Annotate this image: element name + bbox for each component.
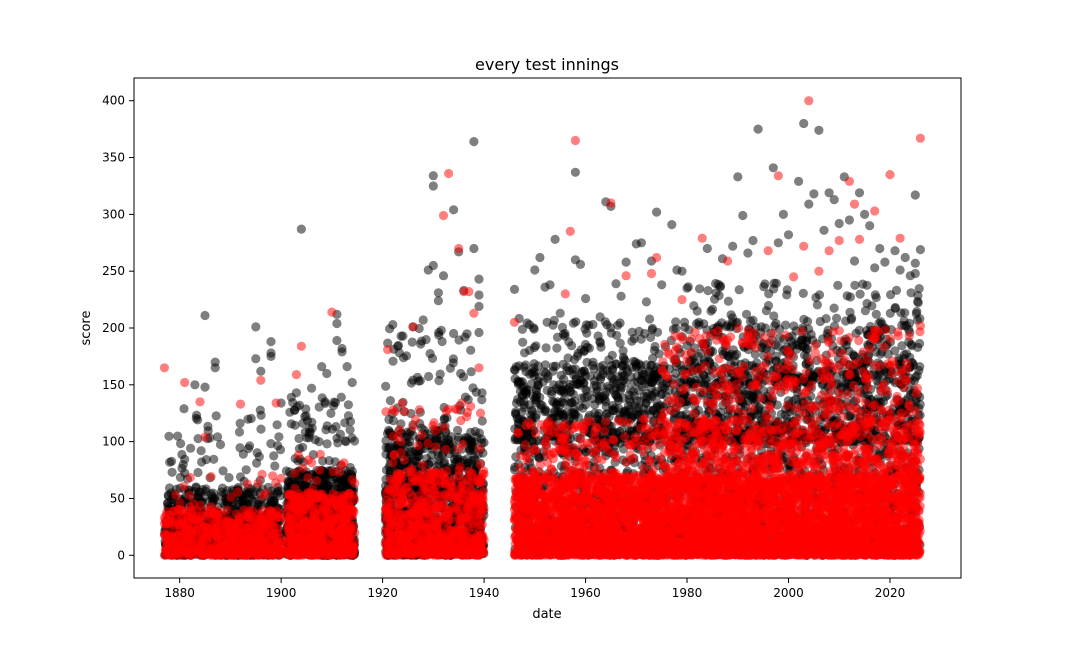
black-point bbox=[197, 457, 207, 467]
black-point bbox=[471, 387, 481, 397]
black-point bbox=[173, 431, 183, 441]
black-point bbox=[427, 353, 438, 363]
black-point bbox=[235, 418, 245, 428]
black-point bbox=[345, 425, 355, 435]
black-point bbox=[350, 436, 360, 446]
black-point bbox=[341, 437, 351, 447]
black-point bbox=[218, 466, 228, 476]
black-point bbox=[424, 371, 434, 382]
black-point bbox=[433, 451, 443, 461]
black-point bbox=[167, 456, 177, 466]
black-point bbox=[426, 457, 436, 467]
black-point bbox=[385, 396, 395, 406]
black-point bbox=[196, 446, 206, 456]
black-point bbox=[322, 439, 332, 449]
black-point bbox=[177, 449, 187, 460]
black-point bbox=[439, 414, 449, 424]
black-point bbox=[275, 491, 286, 501]
black-point bbox=[213, 432, 223, 442]
black-point bbox=[462, 454, 472, 464]
black-point bbox=[343, 411, 354, 421]
black-point bbox=[446, 432, 456, 442]
black-point bbox=[466, 367, 476, 377]
black-point bbox=[273, 441, 283, 451]
black-point bbox=[215, 439, 226, 450]
black-point bbox=[330, 398, 340, 408]
black-point bbox=[211, 411, 221, 421]
black-point bbox=[320, 397, 330, 407]
black-point bbox=[245, 441, 255, 451]
black-point bbox=[179, 404, 189, 414]
black-point bbox=[193, 467, 203, 478]
black-point bbox=[300, 411, 310, 422]
black-point bbox=[333, 438, 343, 448]
black-point bbox=[186, 443, 196, 453]
data-points bbox=[159, 96, 926, 560]
black-point bbox=[246, 413, 256, 424]
black-point bbox=[466, 345, 476, 355]
black-point bbox=[388, 356, 398, 366]
black-point bbox=[270, 461, 280, 471]
black-point bbox=[540, 405, 550, 415]
black-point bbox=[192, 491, 202, 502]
black-point bbox=[234, 427, 245, 437]
black-point bbox=[381, 465, 392, 475]
black-point bbox=[256, 410, 266, 420]
black-point bbox=[208, 494, 218, 504]
black-point bbox=[300, 427, 310, 437]
black-point bbox=[448, 358, 458, 368]
black-point bbox=[256, 424, 266, 434]
black-point bbox=[416, 339, 426, 349]
black-point bbox=[238, 449, 248, 459]
black-point bbox=[193, 415, 203, 425]
black-point bbox=[245, 492, 255, 502]
black-point bbox=[167, 467, 177, 477]
black-point bbox=[203, 421, 213, 431]
black-point bbox=[326, 408, 336, 418]
black-point bbox=[235, 472, 246, 482]
black-point bbox=[272, 420, 282, 430]
black-point bbox=[191, 482, 201, 492]
black-point bbox=[477, 416, 487, 426]
black-point bbox=[269, 495, 279, 505]
black-point bbox=[458, 372, 469, 382]
black-point bbox=[381, 381, 391, 391]
black-point bbox=[327, 424, 337, 434]
black-point bbox=[274, 432, 284, 442]
black-point bbox=[269, 451, 279, 461]
black-point bbox=[193, 434, 203, 444]
black-point bbox=[176, 439, 186, 449]
black-point bbox=[415, 376, 425, 386]
black-point bbox=[343, 400, 353, 410]
black-point bbox=[289, 405, 300, 415]
black-point bbox=[477, 395, 487, 405]
black-point bbox=[407, 337, 417, 347]
black-point bbox=[436, 325, 446, 335]
black-point bbox=[435, 369, 445, 379]
black-point bbox=[437, 336, 447, 347]
black-point bbox=[199, 492, 210, 502]
black-point bbox=[286, 419, 296, 429]
black-point bbox=[164, 431, 174, 441]
black-point bbox=[472, 432, 482, 442]
black-point bbox=[252, 448, 262, 458]
black-point bbox=[177, 463, 187, 473]
chart-title: every test innings bbox=[475, 55, 619, 74]
black-point bbox=[462, 329, 472, 339]
black-point bbox=[209, 454, 219, 464]
black-point bbox=[241, 465, 251, 475]
black-point bbox=[454, 335, 464, 345]
black-point bbox=[224, 473, 234, 483]
